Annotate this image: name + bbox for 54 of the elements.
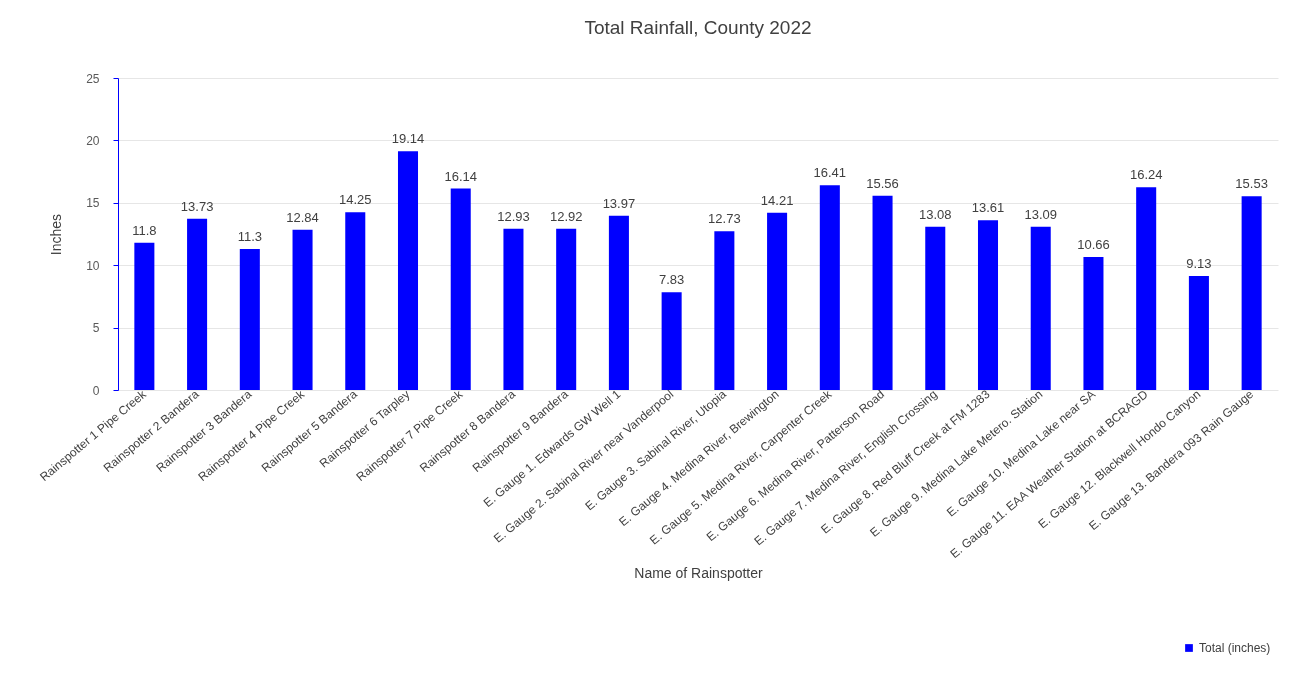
bar — [608, 215, 629, 390]
y-tick-label: 0 — [92, 383, 100, 398]
legend-label: Total (inches) — [1199, 641, 1271, 655]
bar — [1188, 276, 1209, 390]
bar — [450, 188, 471, 390]
bar — [714, 231, 735, 390]
bar — [134, 242, 155, 390]
data-label: 9.13 — [1186, 256, 1212, 272]
bar — [977, 220, 999, 390]
data-label: 14.21 — [760, 192, 794, 208]
bar — [1083, 256, 1104, 390]
data-label: 16.41 — [813, 165, 847, 181]
data-label: 12.93 — [497, 208, 530, 224]
bar — [187, 218, 208, 390]
bar — [503, 228, 524, 390]
data-label: 19.14 — [391, 131, 425, 147]
data-label: 13.73 — [180, 198, 214, 214]
data-label: 13.09 — [1024, 206, 1057, 222]
bar — [1136, 187, 1157, 390]
bar — [1241, 196, 1262, 390]
y-tick-label: 20 — [86, 133, 100, 148]
bar — [661, 292, 682, 390]
bar — [556, 228, 577, 390]
data-label: 13.97 — [602, 195, 636, 211]
y-tick-label: 15 — [86, 196, 100, 211]
y-tick-label: 10 — [86, 258, 100, 273]
bar — [767, 212, 788, 390]
data-label: 14.25 — [339, 192, 372, 208]
bar — [239, 248, 260, 390]
data-label: 15.53 — [1235, 176, 1268, 192]
data-label: 13.08 — [919, 206, 952, 222]
y-tick-label: 25 — [86, 71, 100, 86]
data-label: 13.61 — [971, 200, 1005, 216]
bar — [1030, 226, 1051, 390]
data-label: 11.8 — [132, 222, 157, 238]
bar — [397, 151, 419, 390]
bar — [292, 229, 313, 390]
bar — [925, 226, 946, 390]
chart-title: Total Rainfall, County 2022 — [584, 17, 812, 38]
y-tick-label: 5 — [92, 321, 100, 336]
bar — [345, 212, 366, 390]
data-label: 12.73 — [708, 211, 741, 227]
data-label: 10.66 — [1077, 236, 1110, 252]
data-label: 15.56 — [866, 175, 899, 191]
data-label: 16.24 — [1129, 167, 1163, 183]
bar — [819, 185, 840, 390]
bar — [872, 195, 893, 390]
x-axis-title: Name of Rainspotter — [634, 564, 764, 581]
data-label: 16.14 — [444, 168, 477, 184]
data-label: 12.84 — [286, 209, 319, 225]
y-axis-title: Inches — [48, 213, 65, 256]
data-label: 7.83 — [658, 272, 685, 288]
data-label: 12.92 — [549, 208, 583, 224]
data-label: 11.3 — [237, 228, 262, 244]
